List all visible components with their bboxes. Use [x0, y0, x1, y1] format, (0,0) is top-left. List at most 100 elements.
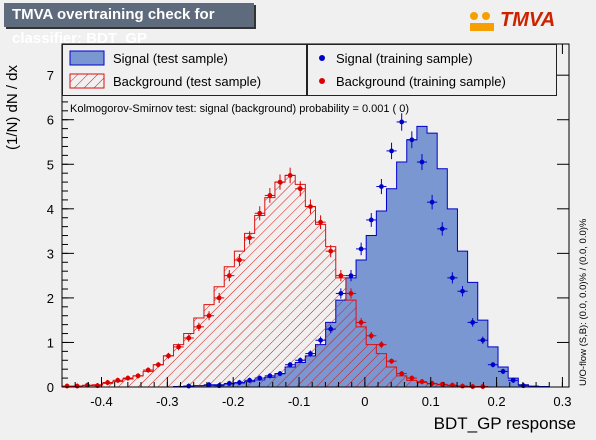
signal-training-point [399, 119, 405, 125]
signal-training-point [460, 288, 465, 294]
y-tick-label: 6 [47, 113, 54, 128]
background-training-point [449, 382, 455, 388]
signal-training-point [206, 382, 212, 388]
background-training-point [460, 383, 465, 389]
background-training-point [338, 273, 344, 279]
background-training-point [267, 193, 273, 198]
y-tick-label: 3 [47, 246, 54, 261]
background-training-point [368, 333, 374, 339]
x-axis-label: BDT_GP response [433, 414, 576, 433]
signal-training-point [338, 291, 344, 296]
signal-training-point [510, 377, 516, 383]
background-training-point [206, 313, 212, 319]
tmva-logo: TMVA [466, 6, 586, 40]
signal-test-swatch [69, 50, 105, 66]
legend-background-training: Background (training sample) [336, 73, 506, 89]
y-tick-label: 5 [47, 157, 54, 172]
y-tick-label: 0 [47, 380, 54, 395]
y-tick-label: 7 [47, 68, 54, 83]
signal-training-point [277, 371, 283, 377]
y-axis-label: (1/N) dN / dx [4, 64, 21, 150]
signal-training-point [409, 137, 415, 143]
background-training-point [105, 380, 111, 385]
signal-training-point [226, 381, 232, 386]
background-training-point [166, 353, 171, 359]
x-tick-label: -0.3 [156, 394, 178, 409]
signal-training-point [287, 362, 293, 368]
background-training-point [247, 235, 252, 241]
y-tick-label: 2 [47, 291, 54, 306]
background-training-point [399, 371, 405, 377]
background-training-point [328, 248, 334, 254]
x-tick-label: -0.2 [222, 394, 244, 409]
background-training-point [64, 383, 70, 389]
overflow-text: U/O-flow (S,B): (0.0, 0.0)% / (0.0, 0.0)… [578, 218, 589, 386]
ks-test-text: Kolmogorov-Smirnov test: signal (backgro… [70, 103, 410, 115]
background-training-point [155, 362, 161, 368]
background-training-point [237, 257, 242, 263]
signal-training-point [257, 375, 263, 381]
y-tick-label: 4 [47, 202, 54, 217]
x-tick-label: -0.1 [288, 394, 310, 409]
signal-training-point [358, 246, 364, 252]
signal-training-point [500, 369, 506, 374]
x-tick-label: 0.2 [488, 394, 506, 409]
signal-training-point [379, 184, 384, 189]
signal-training-point [186, 383, 192, 389]
background-training-point [277, 179, 283, 185]
background-training-point [308, 204, 313, 209]
signal-training-point [439, 226, 445, 232]
x-tick-label: 0.3 [553, 394, 571, 409]
tmva-logo-icon [470, 12, 494, 31]
legend-signal-training: Signal (training sample) [336, 50, 473, 66]
tmva-logo-text: TMVA [500, 9, 556, 31]
legend-test: Signal (test sample) Background (test sa… [62, 44, 307, 96]
signal-training-marker [319, 55, 325, 61]
signal-training-point [449, 275, 455, 281]
signal-training-point [389, 148, 394, 154]
x-tick-label: -0.4 [90, 394, 112, 409]
legend-background-test: Background (test sample) [113, 73, 262, 89]
background-training-point [348, 291, 354, 296]
signal-training-point [490, 362, 496, 368]
background-training-point [297, 186, 303, 192]
signal-training-point [419, 159, 425, 165]
background-training-point [358, 320, 364, 325]
background-training-point [287, 173, 293, 178]
background-training-point [379, 342, 384, 348]
background-training-point [135, 373, 141, 379]
background-test-swatch [69, 73, 105, 89]
background-training-point [226, 273, 232, 279]
signal-training-point [470, 320, 476, 325]
signal-training-point [308, 351, 313, 356]
x-tick-label: 0.1 [422, 394, 440, 409]
legend-training: Signal (training sample) Background (tra… [307, 44, 557, 96]
background-training-point [409, 375, 415, 381]
background-training-point [419, 379, 425, 385]
signal-training-point [328, 326, 334, 332]
legend-signal-test: Signal (test sample) [113, 50, 228, 66]
page-title: TMVA overtraining check for classifier: … [4, 3, 254, 47]
background-training-point [145, 367, 151, 373]
x-tick-label: 0 [361, 394, 368, 409]
signal-training-point [429, 199, 435, 205]
signal-training-point [247, 377, 252, 383]
y-tick-label: 1 [47, 335, 54, 350]
background-training-point [216, 295, 222, 301]
background-training-point [125, 375, 131, 381]
background-training-point [186, 335, 192, 341]
signal-training-point [297, 357, 303, 363]
signal-training-point [267, 373, 273, 379]
signal-training-point [318, 337, 323, 343]
background-training-point [176, 344, 182, 350]
background-training-point [257, 210, 263, 216]
signal-training-point [348, 273, 354, 279]
signal-training-point [480, 337, 486, 343]
background-training-marker [319, 78, 325, 84]
signal-training-point [368, 217, 374, 223]
background-training-point [196, 324, 202, 330]
background-training-point [115, 377, 121, 383]
background-training-point [318, 219, 323, 225]
background-training-point [389, 358, 394, 364]
